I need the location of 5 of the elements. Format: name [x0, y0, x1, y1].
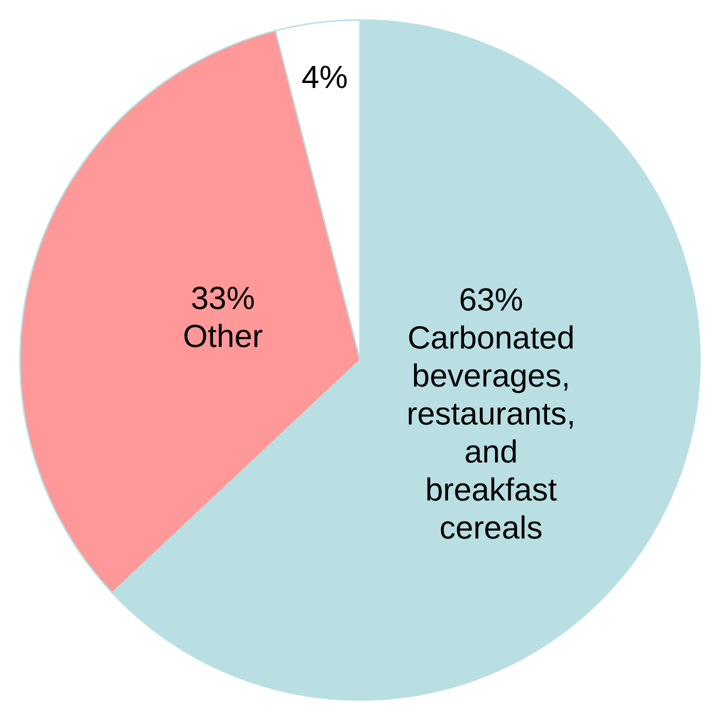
slice-label: Carbonated beverages, restaurants, and breakfast cereals	[406, 320, 576, 546]
data-label: 63%	[459, 282, 524, 318]
data-label: 33%	[190, 280, 255, 317]
slice-label: Other	[182, 318, 264, 355]
data-label: 4%	[302, 59, 348, 96]
